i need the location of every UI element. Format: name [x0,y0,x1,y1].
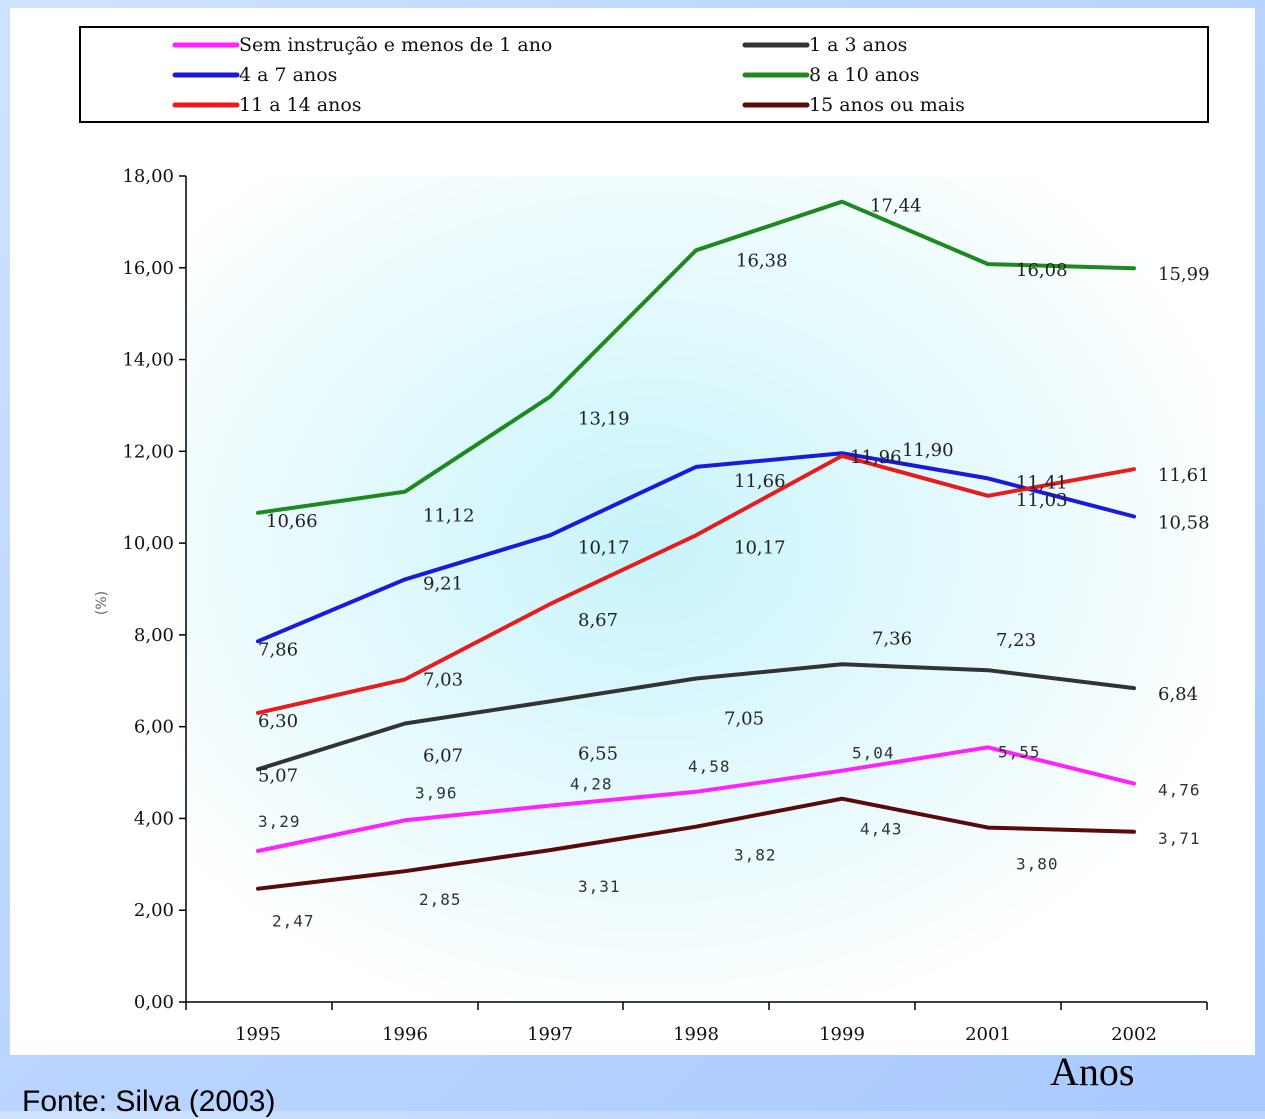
x-tick-label: 1998 [673,1024,719,1045]
data-label: 4,76 [1158,781,1201,800]
data-labels: 3,29 3,96 4,28 4,58 5,04 5,55 4,76 5,07 6,07 6,55… [258,196,1210,931]
data-label: 11,90 [902,440,954,461]
data-label: 6,07 [423,745,463,766]
chart-panel: Sem instrução e menos de 1 ano 1 a 3 anos… [10,8,1255,1055]
series-lines [256,199,1136,891]
data-label: 3,71 [1158,829,1201,848]
data-label: 13,19 [578,409,630,430]
data-label: 3,80 [1016,855,1059,874]
data-label: 3,29 [258,812,301,831]
y-tick-label: 12,00 [122,441,174,462]
data-label: 2,47 [272,912,315,931]
data-label: 15,99 [1158,264,1210,285]
data-label: 11,66 [734,471,786,492]
x-tick-label: 1999 [819,1024,865,1045]
data-label: 6,55 [578,743,618,764]
data-label: 11,41 [1016,472,1068,493]
data-label: 3,31 [578,877,621,896]
data-label: 7,05 [724,708,764,729]
data-label: 6,84 [1158,684,1198,705]
x-tick-label: 1997 [527,1024,573,1045]
y-tick-label: 8,00 [134,625,174,646]
series-line [256,453,1136,715]
series-line [256,199,1136,515]
data-label: 6,30 [258,711,298,732]
line-chart: Sem instrução e menos de 1 ano 1 a 3 anos… [79,26,1216,1045]
x-tick-label: 1996 [382,1024,428,1045]
y-axis-label: (%) [94,591,110,615]
data-label: 11,96 [850,447,902,468]
data-label: 2,85 [419,890,462,909]
legend-label: 4 a 7 anos [239,64,337,86]
legend-label: 15 anos ou mais [809,94,965,116]
data-label: 9,21 [423,573,463,594]
data-label: 17,44 [870,196,922,217]
legend-box [79,26,1209,123]
x-tick-label: 1995 [235,1024,281,1045]
y-tick-label: 0,00 [134,992,174,1013]
source-note: Fonte: Silva (2003) [22,1085,276,1118]
legend-label: Sem instrução e menos de 1 ano [239,34,552,56]
series-line [256,662,1136,772]
data-label: 11,12 [423,506,475,527]
y-tick-label: 4,00 [134,808,174,829]
y-tick-label: 10,00 [122,533,174,554]
data-label: 10,17 [734,537,786,558]
data-label: 11,03 [1016,490,1068,511]
data-label: 11,61 [1158,465,1210,486]
data-label: 5,04 [852,744,895,763]
data-label: 8,67 [578,610,618,631]
x-tick-label: 2002 [1111,1024,1157,1045]
legend-label: 11 a 14 anos [239,94,362,116]
data-label: 7,03 [423,669,463,690]
data-label: 5,07 [258,765,298,786]
legend-label: 1 a 3 anos [809,34,907,56]
data-label: 10,66 [266,511,318,532]
x-tick-label: 2001 [965,1024,1011,1045]
data-label: 7,86 [258,639,298,660]
data-label: 10,58 [1158,512,1210,533]
data-label: 4,58 [688,757,731,776]
x-axis-title: Anos [1050,1049,1135,1094]
plot-area-background [186,176,1216,1002]
series-line [256,796,1136,891]
data-label: 5,55 [998,742,1041,761]
data-label: 3,96 [415,783,458,802]
series-line [256,451,1136,644]
axes: 0,00 2,00 4,00 6,00 8,00 10,00 12,00 14,00 16,00… [122,166,1208,1045]
data-label: 7,23 [996,630,1036,651]
data-label: 10,17 [578,537,630,558]
data-label: 7,36 [872,628,912,649]
data-label: 4,43 [860,820,903,839]
data-label: 3,82 [734,846,777,865]
y-tick-label: 2,00 [134,900,174,921]
legend-label: 8 a 10 anos [809,64,919,86]
series-line [256,745,1136,853]
y-tick-label: 6,00 [134,717,174,738]
y-tick-label: 16,00 [122,258,174,279]
data-label: 16,08 [1016,260,1068,281]
data-label: 4,28 [570,775,613,794]
data-label: 16,38 [736,250,788,271]
y-tick-label: 14,00 [122,350,174,371]
y-tick-label: 18,00 [122,166,174,187]
legend: Sem instrução e menos de 1 ano 1 a 3 anos… [172,34,965,116]
